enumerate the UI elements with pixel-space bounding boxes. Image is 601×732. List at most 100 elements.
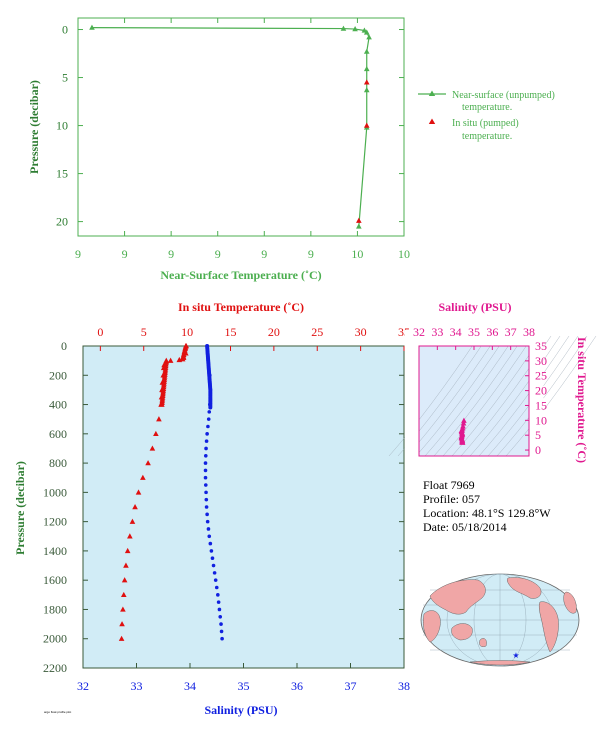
unpumped-temperature-point [89,24,95,30]
ts-x-tick-label: 36 [486,325,498,339]
main-top-axis-label: In situ Temperature (˚C) [178,300,304,314]
salinity-profile-point [205,519,210,524]
legend-green-marker [428,90,436,96]
near-surface-temperature-chart: 9 9 9 9 9 9 10 10 0 5 10 15 20 Near-Surface Tempera… [27,17,555,282]
main-y-tick-label: 1800 [43,602,67,616]
salinity-profile-point [204,490,208,495]
top-x-tick-label: 9 [75,247,81,261]
ts-title: Salinity (PSU) [438,300,511,314]
ts-mask-right [529,330,544,470]
ts-density-contour [505,335,597,457]
salinity-profile-point [209,549,214,553]
top-x-tick-label: 9 [215,247,221,261]
main-top-tick-label: 5 [141,325,147,339]
main-top-tick-label: 10 [181,325,193,339]
top-x-tick-label: 9 [308,247,314,261]
main-y-tick-label: 400 [49,398,67,412]
temperature-profile-point [120,591,127,598]
temperature-profile-point [123,562,129,568]
salinity-profile-point [205,351,210,356]
top-y-tick-label: 5 [62,71,68,85]
top-plot-frame [77,17,405,237]
salinity-profile-point [204,439,209,443]
main-bottom-tick-label: 35 [238,679,250,693]
salinity-profile-point [216,593,220,597]
salinity-profile-point [206,417,211,421]
salinity-profile-point [207,534,212,539]
top-ylabel: Pressure (decibar) [27,80,41,174]
temperature-profile-point [145,460,151,466]
ts-y-tick-label: 35 [535,339,547,353]
ts-mask-left [405,330,419,470]
salinity-profile-point [203,453,208,458]
unpumped-temperature-point [356,223,362,229]
ts-x-tick-label: 35 [468,325,480,339]
top-x-tick-label: 9 [261,247,267,261]
salinity-profile-point [206,358,210,363]
temperature-profile-point [129,518,136,524]
temperature-profile-point [179,356,186,362]
ts-density-contour [442,335,534,457]
main-plot-area [82,345,405,669]
legend-pumped-label: In situ (pumped) [452,118,519,129]
main-bottom-tick-label: 32 [77,679,89,693]
ts-x-tick-label: 33 [431,325,443,339]
main-y-tick-label: 1400 [43,544,67,558]
main-bottom-tick-label: 38 [398,679,410,693]
main-y-tick-label: 0 [61,339,67,353]
temperature-profile-point [132,504,138,510]
main-bottom-tick-label: 36 [291,679,303,693]
top-legend: Near-surface (unpumped) temperature. In … [418,90,555,142]
salinity-profile-point [219,622,223,626]
top-x-tick-label: 9 [122,247,128,261]
ts-mask-top [405,330,545,346]
ts-y-tick-label: 5 [535,428,541,442]
temperature-profile-point [120,606,126,612]
salinity-profile-point [208,541,213,546]
temperature-profile-point [124,547,131,554]
main-y-tick-label: 1200 [43,515,67,529]
temperature-profile-point [159,401,165,407]
unpumped-temperature-point [366,34,372,40]
ts-y-tick-label: 30 [535,354,547,368]
salinity-profile-point [203,461,208,465]
ts-point [458,427,465,434]
temperature-profile-point [135,489,142,495]
unpumped-temperature-point [363,48,370,54]
ts-density-contour [433,335,525,457]
ts-point [460,423,466,429]
ts-y-tick-label: 20 [535,384,547,398]
salinity-profile-point [208,388,213,392]
top-xlabel: Near-Surface Temperature (˚C) [160,268,321,282]
salinity-profile-point [204,497,209,502]
pumped-temperature-point [356,217,362,223]
salinity-profile-point [208,405,213,410]
deep-profile-chart: 0200400600800100012001400160018002000220… [13,300,410,717]
unpumped-temperature-point [363,87,370,93]
main-bottom-axis-label: Salinity (PSU) [204,703,277,717]
ts-plot-area [418,345,530,457]
main-y-tick-label: 600 [49,427,67,441]
pumped-temperature-point [363,79,370,85]
ts-density-contour [478,335,570,457]
salinity-profile-point [216,600,221,604]
salinity-profile-point [206,366,211,370]
ts-y-tick-label: 25 [535,369,547,383]
ts-point [461,417,467,423]
main-top-tick-label: 20 [268,325,280,339]
main-top-tick-label: 15 [224,325,236,339]
main-y-tick-label: 800 [49,456,67,470]
top-y-tick-label: 20 [56,215,68,229]
salinity-profile-point [207,373,212,378]
unpumped-temperature-point [352,26,358,32]
ts-x-tick-label: 34 [450,325,462,339]
top-y-tick-label: 10 [56,119,68,133]
legend-red-marker [428,118,436,124]
legend-unpumped-label-2: temperature. [462,102,512,113]
temperature-profile-point [119,621,125,627]
temperature-profile-point [127,533,133,539]
main-top-tick-label: 25 [311,325,323,339]
main-top-tick-label: 0 [97,325,103,339]
info-float: Float 7969 [423,478,475,492]
salinity-profile-point [210,556,215,561]
